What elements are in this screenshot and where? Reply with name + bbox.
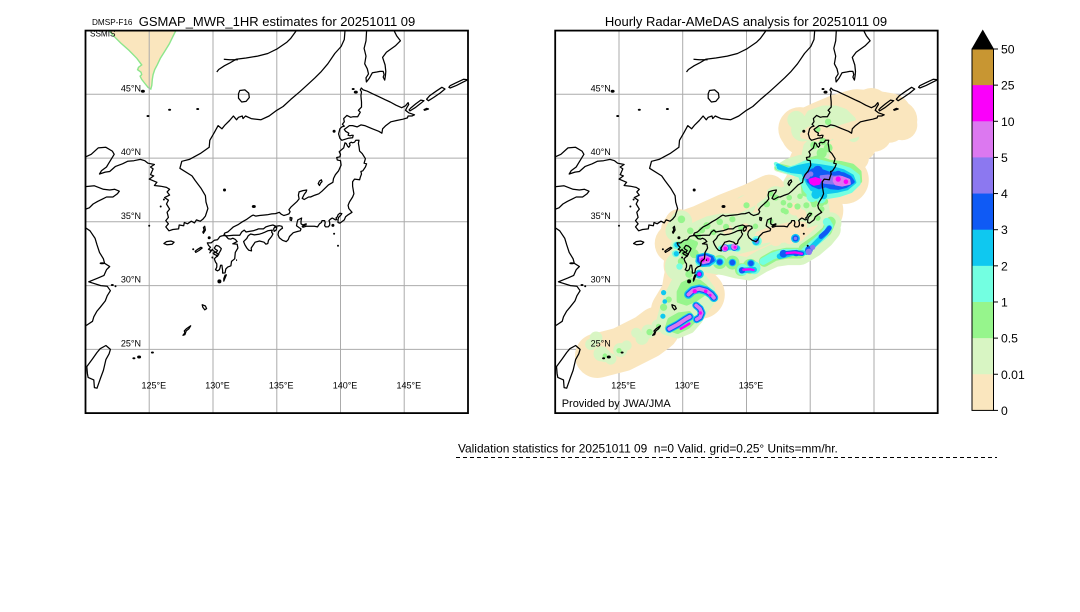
svg-text:25: 25 <box>1001 79 1015 93</box>
svg-text:1: 1 <box>1001 295 1008 309</box>
svg-text:0: 0 <box>1001 404 1008 418</box>
svg-text:25°N: 25°N <box>591 338 611 348</box>
svg-text:50: 50 <box>1001 43 1015 57</box>
svg-text:30°N: 30°N <box>591 275 611 285</box>
svg-text:Provided by JWA/JMA: Provided by JWA/JMA <box>562 398 672 410</box>
svg-text:Validation statistics for 2025: Validation statistics for 20251011 09 n=… <box>458 442 838 456</box>
svg-text:10: 10 <box>1001 115 1015 129</box>
svg-text:45°N: 45°N <box>121 83 141 93</box>
svg-text:5: 5 <box>1001 151 1008 165</box>
svg-text:45°N: 45°N <box>591 83 611 93</box>
svg-text:135°E: 135°E <box>739 381 764 391</box>
svg-text:SSMIS: SSMIS <box>90 30 116 39</box>
svg-text:145°E: 145°E <box>396 381 421 391</box>
svg-text:140°E: 140°E <box>333 381 358 391</box>
svg-text:125°E: 125°E <box>611 381 636 391</box>
svg-text:135°E: 135°E <box>269 381 294 391</box>
svg-text:4: 4 <box>1001 187 1008 201</box>
svg-text:2: 2 <box>1001 259 1008 273</box>
svg-text:35°N: 35°N <box>591 211 611 221</box>
svg-text:3: 3 <box>1001 223 1008 237</box>
svg-text:40°N: 40°N <box>591 147 611 157</box>
svg-text:GSMAP_MWR_1HR estimates for 20: GSMAP_MWR_1HR estimates for 20251011 09 <box>139 14 416 29</box>
svg-text:130°E: 130°E <box>205 381 230 391</box>
svg-text:DMSP-F16: DMSP-F16 <box>92 18 133 27</box>
svg-text:25°N: 25°N <box>121 338 141 348</box>
svg-text:35°N: 35°N <box>121 211 141 221</box>
svg-text:30°N: 30°N <box>121 275 141 285</box>
svg-text:125°E: 125°E <box>141 381 166 391</box>
svg-text:40°N: 40°N <box>121 147 141 157</box>
svg-text:Hourly Radar-AMeDAS analysis f: Hourly Radar-AMeDAS analysis for 2025101… <box>605 14 887 29</box>
svg-text:130°E: 130°E <box>675 381 700 391</box>
svg-text:0.01: 0.01 <box>1001 368 1025 382</box>
svg-text:0.5: 0.5 <box>1001 332 1018 346</box>
